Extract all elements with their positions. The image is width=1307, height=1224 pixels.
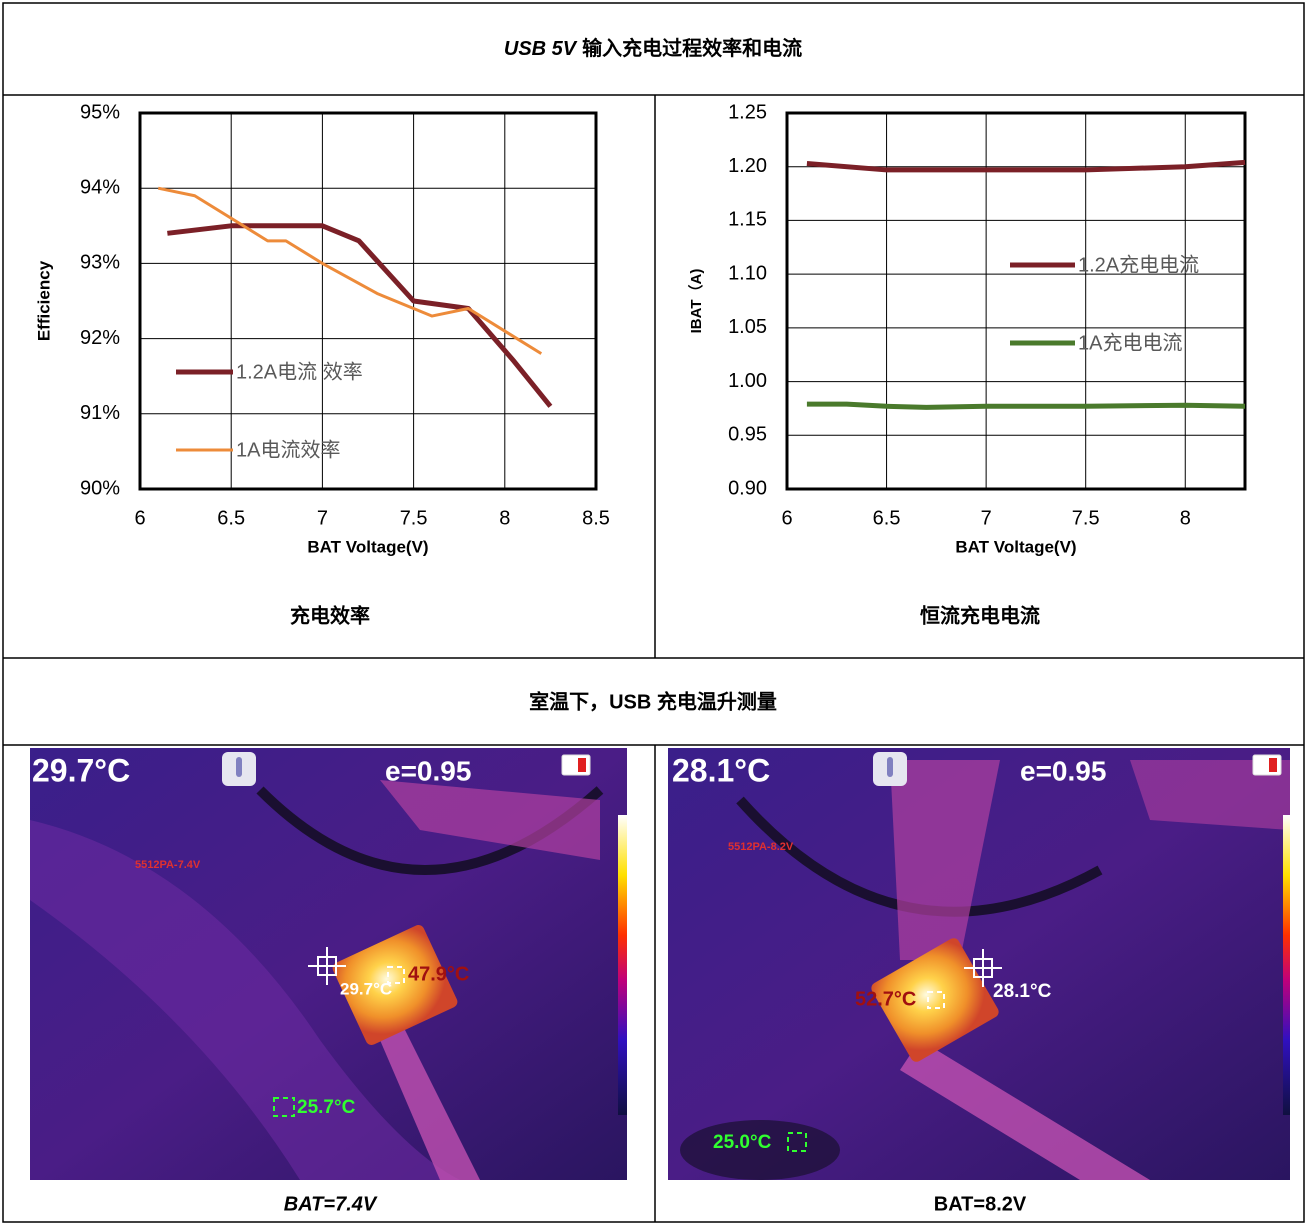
y-tick-label: 1.05	[728, 316, 767, 338]
y-tick-label: 0.95	[728, 424, 767, 446]
temp-reading: 28.1°C	[672, 752, 770, 788]
y-tick-label: 1.10	[728, 262, 767, 284]
y-tick-label: 1.00	[728, 370, 767, 392]
hot-spot: 52.7°C	[855, 988, 916, 1010]
legend-label: 1.2A充电电流	[1078, 253, 1199, 276]
y-tick-label: 95%	[80, 101, 120, 123]
data-line	[807, 404, 1245, 407]
thermal-image: 28.1°C e=0.95 5512PA-8.2V 52.7°C 28.1°C …	[668, 748, 1290, 1180]
y-tick-label: 91%	[80, 402, 120, 424]
chart-caption: 恒流充电电流	[920, 603, 1040, 627]
x-tick-label: 6.5	[873, 507, 901, 529]
y-tick-label: 1.25	[728, 101, 767, 123]
y-tick-label: 94%	[80, 176, 120, 198]
hot-spot: 47.9°C	[408, 963, 469, 985]
cold-spot: 25.7°C	[297, 1097, 356, 1118]
y-tick-label: 90%	[80, 477, 120, 499]
x-tick-label: 7.5	[1072, 507, 1100, 529]
emissivity: e=0.95	[385, 755, 471, 786]
x-tick-label: 7.5	[400, 507, 428, 529]
y-axis-label: Efficiency	[34, 260, 53, 341]
x-tick-label: 8	[1180, 507, 1191, 529]
data-line	[807, 162, 1245, 170]
y-axis-label: IBAT（A)	[687, 269, 705, 334]
x-tick-label: 6.5	[217, 507, 245, 529]
x-tick-label: 8	[499, 507, 510, 529]
y-tick-label: 0.90	[728, 477, 767, 499]
plot-frame	[140, 113, 596, 489]
chart-caption: 充电效率	[290, 603, 370, 627]
image-caption: BAT=8.2V	[934, 1193, 1027, 1215]
center-spot: 28.1°C	[993, 981, 1052, 1002]
title-text: 输入充电过程效率和电流	[582, 36, 802, 60]
x-tick-label: 6	[781, 507, 792, 529]
device-label: 5512PA-8.2V	[728, 841, 794, 853]
legend-label: 1A充电电流	[1078, 331, 1182, 354]
x-tick-label: 8.5	[582, 507, 610, 529]
cold-spot: 25.0°C	[713, 1132, 772, 1153]
legend-label: 1.2A电流 效率	[236, 360, 363, 383]
y-tick-label: 1.20	[728, 155, 767, 177]
y-tick-label: 92%	[80, 327, 120, 349]
legend-label: 1A电流效率	[236, 438, 340, 461]
document: USB 5V输入充电过程效率和电流 室温下，USB 充电温升测量 29.7°C …	[0, 0, 1307, 1224]
center-spot: 29.7°C	[340, 979, 392, 998]
temp-reading: 29.7°C	[32, 752, 130, 788]
y-tick-label: 93%	[80, 252, 120, 274]
x-tick-label: 6	[134, 507, 145, 529]
thermal-image: 29.7°C e=0.95 5512PA-7.4V 47.9°C 29.7°C …	[30, 748, 627, 1180]
x-tick-label: 7	[317, 507, 328, 529]
emissivity: e=0.95	[1020, 755, 1106, 786]
title-emphasis: USB 5V	[504, 38, 578, 60]
x-tick-label: 7	[981, 507, 992, 529]
x-axis-label: BAT Voltage(V)	[307, 537, 428, 556]
y-tick-label: 1.15	[728, 209, 767, 231]
image-caption: BAT=7.4V	[284, 1193, 378, 1215]
page: USB 5V输入充电过程效率和电流 室温下，USB 充电温升测量 29.7°C …	[0, 0, 1307, 1224]
device-label: 5512PA-7.4V	[135, 859, 201, 871]
section-title: 室温下，USB 充电温升测量	[529, 689, 777, 713]
x-axis-label: BAT Voltage(V)	[955, 537, 1076, 556]
